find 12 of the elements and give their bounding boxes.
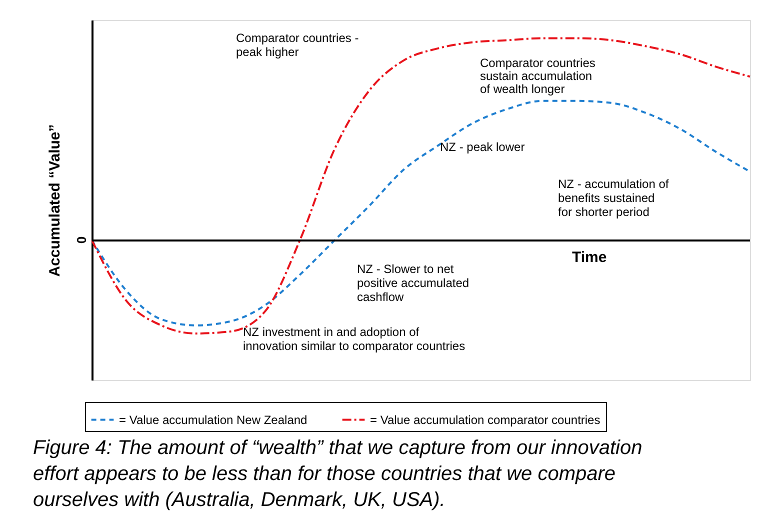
annotation: NZ - accumulation of benefits sustained for shorter period xyxy=(558,177,670,219)
annotation: NZ - peak lower xyxy=(440,140,525,154)
legend-label: = Value accumulation comparator countries xyxy=(370,412,600,427)
caption: Figure 4: The amount of “wealth” that we capture from our innovation effort appears to be less than for those countries that we compare ourselves with (Australia, Denmark, UK, USA). xyxy=(33,437,642,511)
legend-label: = Value accumulation New Zealand xyxy=(119,412,308,427)
annotation: NZ investment in and adoption of innovation similar to comparator countries xyxy=(243,325,466,353)
annotation: Comparator countries sustain accumulation of wealth longer xyxy=(480,56,596,96)
text: 0 xyxy=(74,236,89,244)
x-axis-title: Time xyxy=(572,249,607,266)
annotation: Comparator countries - peak higher xyxy=(236,31,359,59)
annotation: NZ - Slower to net positive accumulated cashflow xyxy=(357,262,470,304)
y-axis-title: Accumulated “Value” xyxy=(46,124,64,277)
